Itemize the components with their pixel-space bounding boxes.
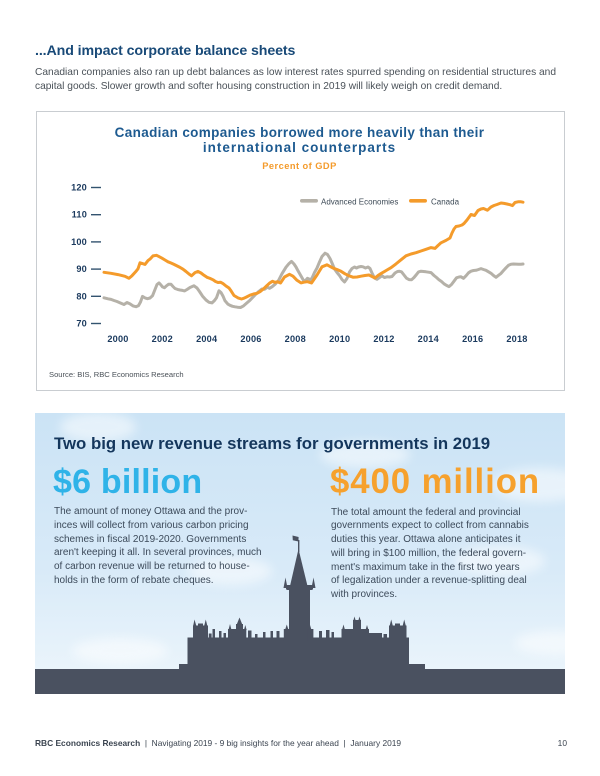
svg-text:2018: 2018 — [506, 334, 527, 344]
svg-text:2008: 2008 — [285, 334, 306, 344]
svg-text:Source: BIS, RBC Economics Res: Source: BIS, RBC Economics Research — [49, 370, 184, 379]
svg-text:2004: 2004 — [196, 334, 218, 344]
svg-text:2014: 2014 — [418, 334, 440, 344]
svg-text:Percent of GDP: Percent of GDP — [262, 161, 337, 171]
svg-text:80: 80 — [76, 291, 87, 301]
svg-text:2000: 2000 — [107, 334, 128, 344]
svg-text:Canada: Canada — [431, 198, 460, 207]
svg-text:90: 90 — [76, 264, 87, 274]
svg-text:2012: 2012 — [373, 334, 394, 344]
svg-text:70: 70 — [76, 319, 87, 329]
svg-text:international counterparts: international counterparts — [203, 140, 396, 155]
svg-text:120: 120 — [71, 183, 87, 193]
svg-text:2016: 2016 — [462, 334, 483, 344]
svg-text:110: 110 — [72, 210, 87, 220]
svg-text:Canadian companies borrowed mo: Canadian companies borrowed more heavily… — [115, 125, 485, 140]
svg-text:Advanced Economies: Advanced Economies — [321, 198, 398, 207]
svg-text:100: 100 — [71, 237, 87, 247]
svg-text:2010: 2010 — [329, 334, 350, 344]
svg-text:2006: 2006 — [240, 334, 261, 344]
svg-text:2002: 2002 — [152, 334, 173, 344]
